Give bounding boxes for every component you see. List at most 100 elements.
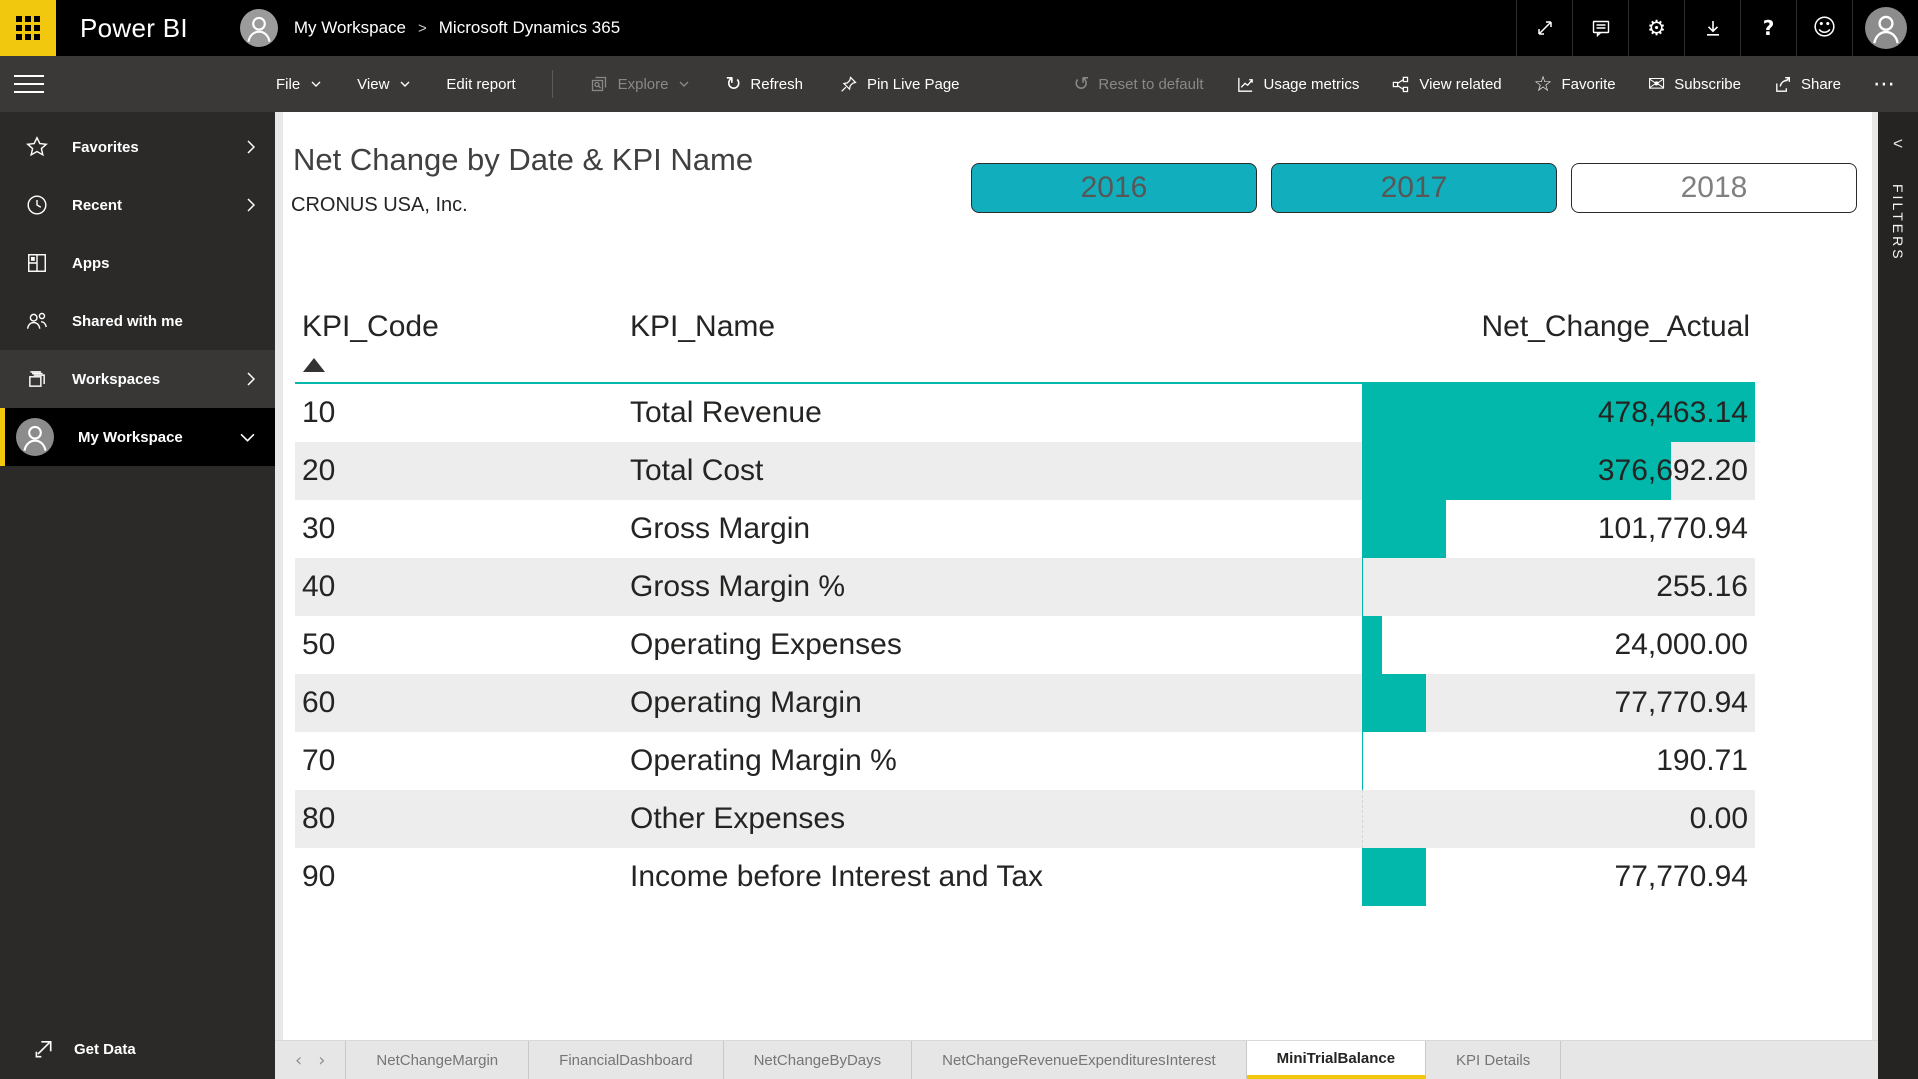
hamburger-menu-icon[interactable] — [14, 75, 44, 93]
tab-netchangebydays[interactable]: NetChangeByDays — [724, 1041, 913, 1079]
cell-net-change: 190.71 — [1656, 744, 1748, 777]
cell-kpi-name: Operating Expenses — [630, 628, 902, 661]
sidebar-item-label: Workspaces — [72, 370, 161, 388]
sidebar-item-apps[interactable]: Apps — [0, 234, 275, 292]
feedback-smiley-icon[interactable]: ☺ — [1796, 0, 1852, 56]
value-databar — [1362, 500, 1446, 558]
reset-to-default-button[interactable]: ↺ Reset to default — [1073, 72, 1204, 95]
tab-minitrialbalance[interactable]: MiniTrialBalance — [1246, 1041, 1427, 1079]
pin-live-page-button[interactable]: Pin Live Page — [839, 75, 960, 94]
edit-report-button[interactable]: Edit report — [446, 75, 516, 93]
value-databar — [1362, 848, 1426, 906]
tab-netchangemargin[interactable]: NetChangeMargin — [346, 1041, 530, 1079]
favorite-star-icon: ☆ — [1533, 71, 1553, 96]
subscribe-button[interactable]: ✉ Subscribe — [1647, 71, 1741, 96]
view-related-button[interactable]: View related — [1391, 75, 1502, 94]
tab-scroll-arrows: ‹ › — [275, 1041, 347, 1079]
table-row[interactable]: 50 Operating Expenses 24,000.00 — [295, 616, 1755, 674]
table-row[interactable]: 60 Operating Margin 77,770.94 — [295, 674, 1755, 732]
table-row[interactable]: 30 Gross Margin 101,770.94 — [295, 500, 1755, 558]
download-icon[interactable] — [1684, 0, 1740, 56]
cell-kpi-code: 50 — [302, 628, 336, 661]
workspace-avatar[interactable] — [239, 9, 278, 47]
column-header-net-change-actual[interactable]: Net_Change_Actual — [1481, 310, 1750, 343]
chevron-right-icon[interactable] — [247, 372, 255, 386]
tab-kpi-details[interactable]: KPI Details — [1426, 1041, 1562, 1079]
chevron-right-icon[interactable] — [247, 140, 255, 154]
chevron-down-icon — [400, 81, 410, 87]
workspaces-icon — [26, 368, 48, 390]
account-avatar-circle — [1864, 7, 1907, 49]
table-row[interactable]: 40 Gross Margin % 255.16 — [295, 558, 1755, 616]
my-workspace-avatar — [16, 418, 54, 456]
star-icon — [26, 136, 48, 158]
year-button-2016[interactable]: 2016 — [971, 163, 1257, 213]
table-row[interactable]: 90 Income before Interest and Tax 77,770… — [295, 848, 1755, 906]
settings-gear-icon[interactable]: ⚙ — [1628, 0, 1684, 56]
app-launcher-waffle-icon[interactable] — [0, 0, 56, 56]
year-filter-slicer: 2016 2017 2018 — [971, 163, 1857, 213]
breadcrumb-report[interactable]: Microsoft Dynamics 365 — [438, 18, 621, 37]
sidebar-item-favorites[interactable]: Favorites — [0, 118, 275, 176]
left-nav-sidebar: Favorites Recent Apps Shared with me Wor… — [0, 112, 275, 1079]
table-row[interactable]: 70 Operating Margin % 190.71 — [295, 732, 1755, 790]
get-data-button[interactable]: Get Data — [0, 1019, 275, 1079]
sidebar-item-workspaces[interactable]: Workspaces — [0, 350, 275, 408]
report-subtitle: CRONUS USA, Inc. — [291, 194, 468, 216]
table-row[interactable]: 20 Total Cost 376,692.20 — [295, 442, 1755, 500]
account-avatar[interactable] — [1852, 0, 1918, 56]
breadcrumb-workspace[interactable]: My Workspace — [293, 18, 406, 37]
chevron-down-icon — [679, 81, 689, 87]
tab-netchangerevenueexpendituresinterest[interactable]: NetChangeRevenueExpendituresInterest — [912, 1041, 1247, 1079]
refresh-button[interactable]: ↻ Refresh — [725, 72, 803, 95]
people-icon — [26, 310, 48, 332]
year-button-2018[interactable]: 2018 — [1571, 163, 1857, 213]
more-options-button[interactable]: ⋯ — [1873, 71, 1896, 97]
explore-menu[interactable]: Explore — [589, 74, 690, 94]
reset-icon: ↺ — [1073, 72, 1090, 95]
toolbar-right: ↺ Reset to default Usage metrics View re… — [1074, 72, 1897, 97]
cell-net-change: 77,770.94 — [1614, 860, 1748, 893]
share-button[interactable]: Share — [1773, 75, 1841, 94]
comments-icon[interactable] — [1572, 0, 1628, 56]
view-menu[interactable]: View — [357, 76, 410, 93]
cell-net-change: 24,000.00 — [1614, 628, 1748, 661]
sidebar-item-my-workspace[interactable]: My Workspace — [0, 408, 275, 466]
cell-kpi-code: 20 — [302, 454, 336, 487]
toolbar-divider — [551, 70, 553, 98]
table-row[interactable]: 10 Total Revenue 478,463.14 — [295, 384, 1755, 442]
cell-net-change: 255.16 — [1656, 570, 1748, 603]
fullscreen-icon[interactable] — [1516, 0, 1572, 56]
cell-net-change: 478,463.14 — [1597, 396, 1748, 429]
scroll-tabs-left-icon[interactable]: ‹ — [295, 1049, 303, 1071]
sidebar-item-recent[interactable]: Recent — [0, 176, 275, 234]
chevron-right-icon[interactable] — [247, 198, 255, 212]
sidebar-item-shared-with-me[interactable]: Shared with me — [0, 292, 275, 350]
app-name: Power BI — [80, 12, 188, 43]
file-menu[interactable]: File — [276, 76, 321, 93]
year-button-2017[interactable]: 2017 — [1271, 163, 1557, 213]
scroll-tabs-right-icon[interactable]: › — [318, 1049, 326, 1071]
tab-financialdashboard[interactable]: FinancialDashboard — [529, 1041, 724, 1079]
filters-panel-collapsed[interactable]: < FILTERS — [1878, 112, 1918, 1079]
cell-kpi-name: Income before Interest and Tax — [630, 860, 1044, 893]
column-header-kpi-code[interactable]: KPI_Code — [302, 310, 439, 343]
filters-panel-label: FILTERS — [1890, 184, 1906, 262]
cell-kpi-code: 80 — [302, 802, 336, 835]
table-row[interactable]: 80 Other Expenses 0.00 — [295, 790, 1755, 848]
help-icon[interactable]: ? — [1740, 0, 1796, 56]
explore-icon — [589, 74, 609, 94]
chevron-down-icon[interactable] — [240, 433, 255, 442]
sidebar-item-label: Favorites — [72, 138, 139, 156]
share-icon — [1773, 75, 1792, 94]
favorite-button[interactable]: ☆ Favorite — [1533, 71, 1616, 96]
pin-icon — [839, 75, 858, 94]
value-databar — [1362, 674, 1426, 732]
kpi-table-body: 10 Total Revenue 478,463.14 20 Total Cos… — [295, 384, 1755, 906]
cell-kpi-code: 10 — [302, 396, 336, 429]
expand-filters-chevron-icon[interactable]: < — [1893, 134, 1903, 153]
column-header-kpi-name[interactable]: KPI_Name — [630, 310, 776, 343]
cell-kpi-name: Gross Margin — [630, 512, 811, 545]
usage-metrics-button[interactable]: Usage metrics — [1236, 75, 1359, 94]
